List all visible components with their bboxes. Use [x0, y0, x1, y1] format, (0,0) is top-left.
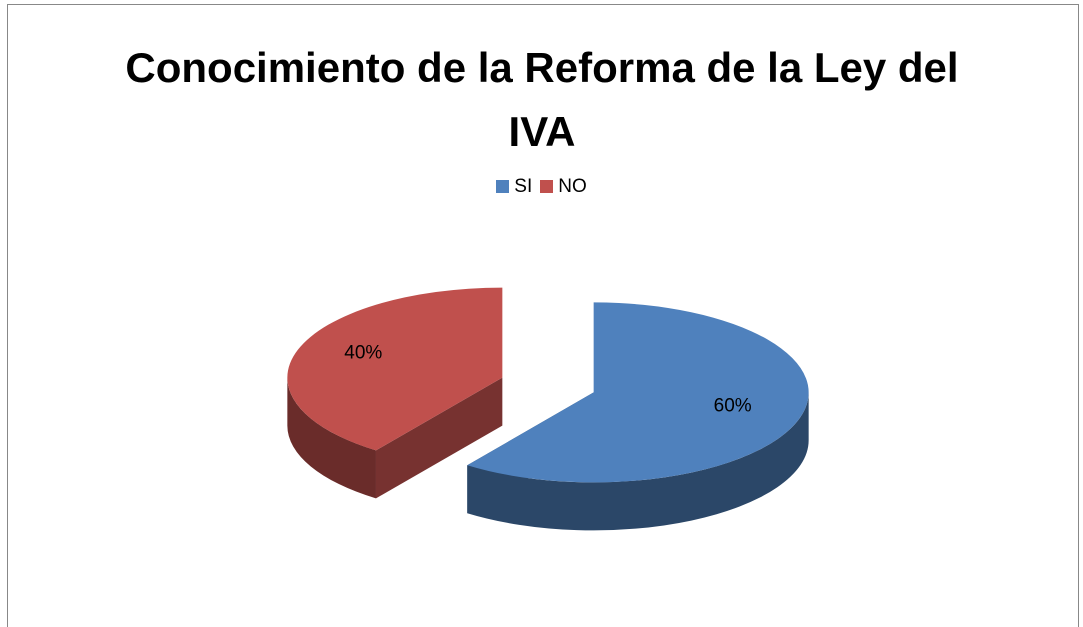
- slice: [287, 287, 503, 451]
- legend-label: SI: [514, 176, 533, 197]
- data-label: 60%: [714, 395, 752, 416]
- legend-item: NO: [540, 176, 587, 198]
- slice-side: [287, 377, 376, 499]
- legend-label: NO: [558, 176, 587, 197]
- data-label: 40%: [344, 343, 382, 364]
- legend-swatch: [496, 180, 510, 193]
- slice-wall: [375, 377, 503, 499]
- chart-border: [7, 4, 1079, 627]
- legend-swatch: [540, 180, 554, 193]
- legend-item: SI: [496, 176, 532, 198]
- chart-title: Conocimiento de la Reforma de la Ley del…: [125, 44, 959, 155]
- legend: SI NO: [0, 176, 1083, 198]
- slice: [467, 302, 809, 483]
- slice-side: [467, 392, 809, 531]
